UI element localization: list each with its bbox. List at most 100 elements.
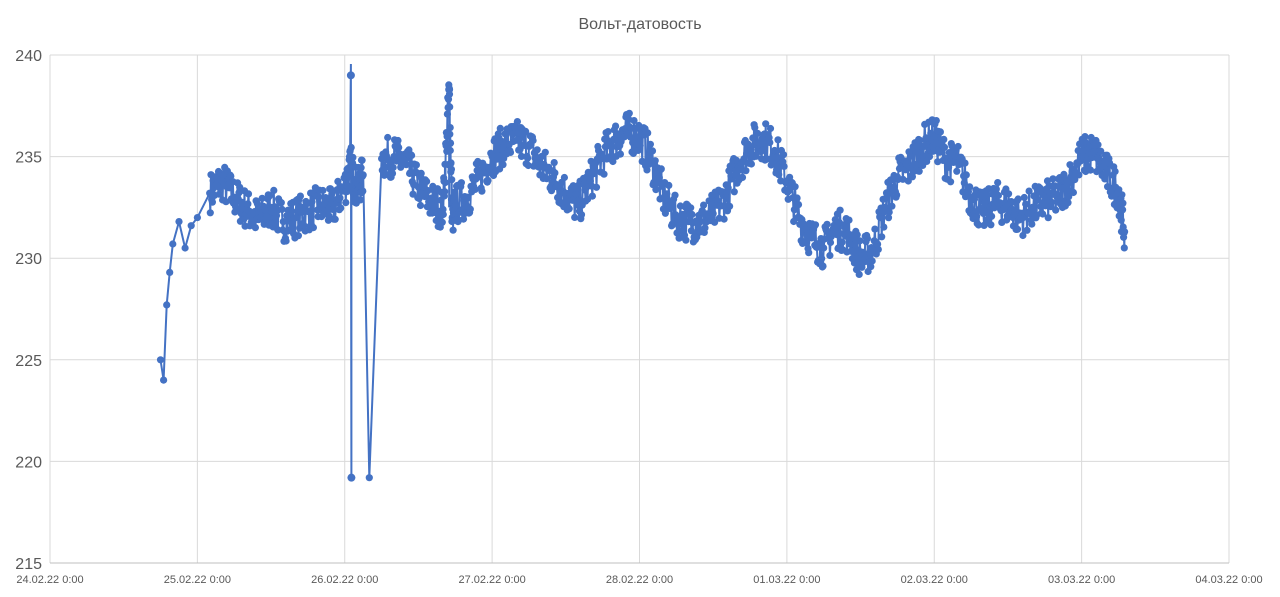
data-point: [981, 199, 989, 207]
data-point: [1013, 225, 1022, 233]
x-tick-label: 24.02.22 0:00: [16, 574, 83, 586]
data-point: [730, 188, 738, 196]
data-point: [636, 141, 644, 150]
data-point: [550, 159, 558, 167]
data-point: [779, 151, 788, 159]
data-point: [868, 257, 876, 265]
data-point: [331, 215, 339, 223]
data-point: [181, 244, 189, 252]
data-point: [359, 187, 367, 195]
data-point: [417, 169, 425, 177]
data-point: [720, 215, 728, 223]
data-point: [457, 179, 465, 187]
data-point: [466, 205, 474, 213]
data-point: [874, 240, 882, 248]
data-point: [878, 233, 886, 241]
y-tick-label: 225: [15, 353, 42, 370]
data-point: [867, 263, 875, 271]
data-point: [688, 210, 696, 219]
data-point: [389, 163, 397, 172]
data-point: [336, 194, 344, 202]
data-point: [529, 136, 537, 145]
data-point: [934, 158, 942, 166]
data-point: [661, 209, 670, 217]
data-point: [726, 202, 734, 210]
chart-title: Вольт-датовость: [578, 16, 701, 33]
data-point: [1020, 193, 1028, 202]
data-point: [936, 128, 945, 136]
x-tick-label: 03.03.22 0:00: [1048, 574, 1115, 586]
data-point: [604, 128, 612, 136]
data-point: [1111, 167, 1119, 175]
data-point: [766, 124, 775, 133]
data-point: [499, 161, 507, 169]
data-point: [856, 237, 864, 245]
data-point: [709, 209, 717, 218]
data-point: [994, 191, 1003, 200]
data-point: [1101, 175, 1109, 183]
data-point: [496, 124, 504, 132]
y-tick-label: 235: [15, 150, 42, 167]
data-point: [524, 161, 532, 170]
data-point: [577, 211, 586, 219]
data-point: [874, 245, 882, 253]
data-point: [794, 201, 803, 209]
x-tick-label: 25.02.22 0:00: [164, 574, 231, 586]
data-point: [863, 234, 872, 242]
data-point: [648, 147, 657, 155]
data-point: [1022, 200, 1030, 208]
data-point: [1065, 193, 1073, 201]
data-point: [724, 184, 732, 192]
data-point: [947, 178, 955, 186]
data-point: [235, 189, 243, 197]
data-point: [215, 190, 223, 198]
data-point: [1069, 188, 1077, 197]
data-point: [671, 191, 679, 199]
data-point: [441, 188, 449, 196]
data-point: [855, 270, 863, 278]
data-point: [323, 194, 331, 203]
data-point: [625, 115, 633, 123]
data-point: [751, 124, 759, 132]
data-point: [478, 187, 486, 195]
data-point: [1120, 244, 1128, 252]
data-point: [582, 184, 590, 192]
data-point: [888, 202, 896, 210]
data-point: [423, 177, 431, 185]
data-point: [244, 190, 253, 198]
data-point: [813, 243, 821, 252]
data-point: [936, 148, 944, 156]
data-point: [402, 161, 410, 169]
data-point: [1081, 133, 1089, 141]
data-point: [258, 194, 266, 202]
data-point: [384, 133, 392, 142]
data-point: [359, 171, 367, 179]
data-point: [910, 160, 919, 168]
data-point: [334, 177, 342, 185]
data-point: [756, 140, 764, 148]
data-point: [930, 132, 938, 140]
data-point: [156, 356, 165, 364]
data-point: [513, 136, 521, 144]
y-tick-label: 230: [15, 251, 42, 268]
data-point: [424, 187, 432, 195]
data-point: [841, 223, 849, 231]
data-point: [644, 129, 652, 137]
data-point: [431, 193, 439, 201]
data-point: [1048, 198, 1056, 206]
data-point: [233, 204, 241, 212]
x-axis-ticks: 24.02.22 0:00 25.02.22 0:00 26.02.22 0:00 2…: [16, 574, 1262, 586]
data-point: [565, 205, 573, 213]
data-point: [682, 236, 690, 244]
data-point: [187, 222, 195, 230]
data-point: [600, 170, 608, 178]
data-point: [449, 226, 457, 234]
data-point: [871, 225, 879, 233]
data-point: [766, 138, 774, 147]
data-point: [627, 133, 635, 141]
data-point: [753, 129, 762, 137]
data-point: [884, 214, 893, 222]
data-point: [1121, 228, 1129, 236]
data-point: [1023, 226, 1031, 234]
x-tick-label: 02.03.22 0:00: [901, 574, 968, 586]
